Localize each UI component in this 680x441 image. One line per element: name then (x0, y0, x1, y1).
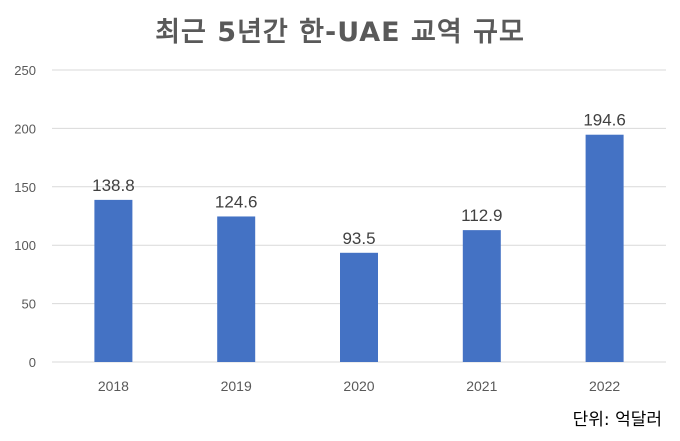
y-tick-label: 200 (14, 121, 36, 136)
bar-2019 (217, 216, 256, 362)
x-tick-label: 2019 (221, 378, 252, 394)
x-tick-label: 2022 (589, 378, 620, 394)
chart-title: 최근 5년간 한-UAE 교역 규모 (155, 17, 525, 48)
bar-2022 (585, 134, 624, 362)
y-tick-label: 250 (14, 63, 36, 78)
data-label: 93.5 (342, 229, 375, 248)
bar-2018 (94, 199, 133, 362)
data-label: 112.9 (461, 206, 502, 225)
data-label: 124.6 (215, 192, 258, 211)
y-tick-label: 100 (14, 238, 36, 253)
x-tick-label: 2018 (98, 378, 129, 394)
x-tick-label: 2020 (343, 378, 374, 394)
bar-2020 (340, 252, 378, 362)
y-tick-label: 150 (14, 180, 36, 195)
data-labels: 138.8 124.6 93.5 112.9 194.6 (92, 111, 626, 248)
y-axis-ticks: 0 50 100 150 200 250 (14, 63, 36, 370)
bars (94, 134, 624, 362)
x-axis-ticks: 2018 2019 2020 2021 2022 (98, 378, 621, 394)
bar-2021 (462, 230, 501, 362)
y-tick-label: 50 (22, 297, 36, 312)
y-tick-label: 0 (29, 355, 36, 370)
data-label: 138.8 (92, 176, 135, 195)
data-label: 194.6 (583, 111, 626, 130)
x-tick-label: 2021 (466, 378, 497, 394)
unit-note: 단위: 억달러 (572, 410, 662, 430)
